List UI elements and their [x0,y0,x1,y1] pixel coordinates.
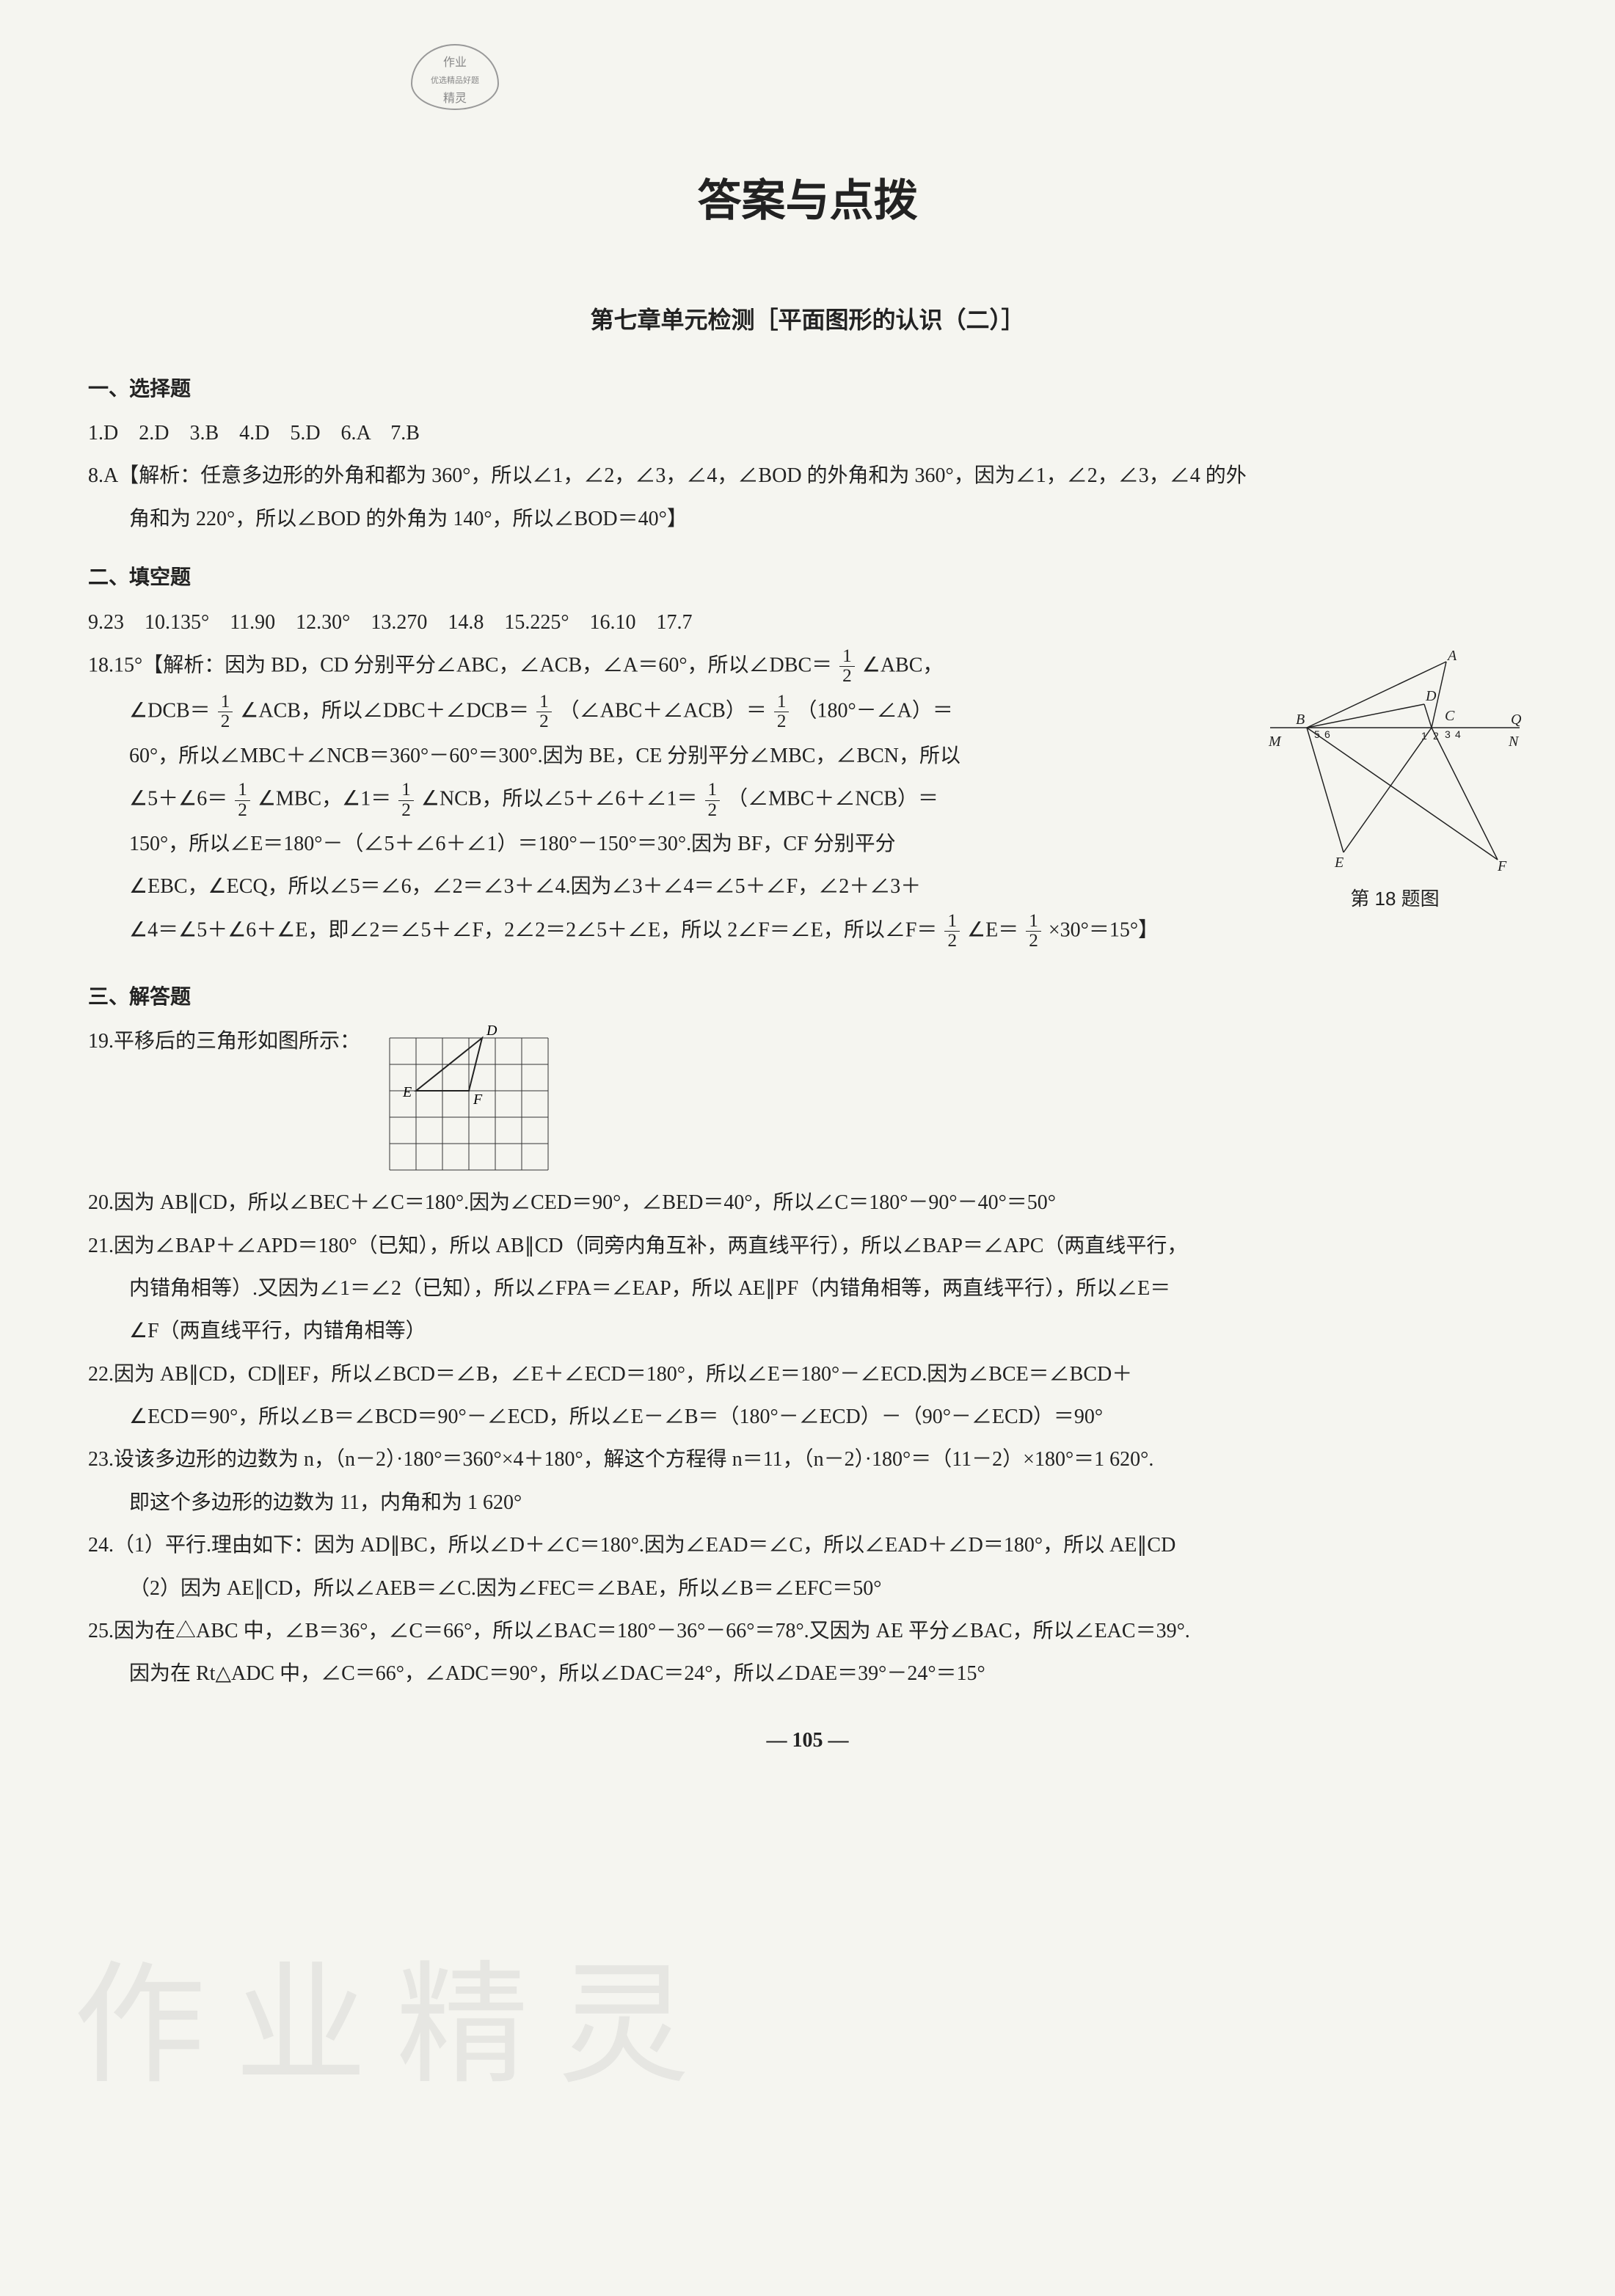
svg-text:N: N [1508,734,1520,750]
q25-l2: 因为在 Rt△ADC 中，∠C＝66°，∠ADC＝90°，所以∠DAC＝24°，… [88,1656,1527,1692]
fraction-icon: 12 [398,780,414,820]
q21-l3: ∠F（两直线平行，内错角相等） [88,1313,1527,1350]
q25-l1: 25.因为在△ABC 中，∠B＝36°，∠C＝66°，所以∠BAC＝180°－3… [88,1613,1527,1650]
q23-l2: 即这个多边形的边数为 11，内角和为 1 620° [88,1485,1527,1521]
fraction-icon: 12 [218,692,233,732]
q18-diagram-svg: A D B C Q M N E F 5 6 1 2 3 4 [1263,647,1527,874]
svg-text:1: 1 [1421,730,1427,742]
svg-text:6: 6 [1324,728,1330,740]
fraction-icon: 12 [839,647,855,687]
svg-text:E: E [402,1084,412,1100]
q21-l2: 内错角相等）.又因为∠1＝∠2（已知），所以∠FPA＝∠EAP，所以 AE∥PF… [88,1271,1527,1307]
q22-l2: ∠ECD＝90°，所以∠B＝∠BCD＝90°－∠ECD，所以∠E－∠B＝（180… [88,1399,1527,1436]
svg-text:D: D [486,1023,497,1039]
q18-l7: ∠4＝∠5＋∠6＋∠E，即∠2＝∠5＋∠F，2∠2＝2∠5＋∠E，所以 2∠F＝… [88,912,1241,951]
q23-l1: 23.设该多边形的边数为 n，（n－2）·180°＝360°×4＋180°，解这… [88,1441,1527,1478]
q18-caption: 第 18 题图 [1263,882,1527,916]
fill-answers: 9.23 10.135° 11.90 12.30° 13.270 14.8 15… [88,604,1527,641]
svg-text:D: D [1425,688,1437,704]
fraction-icon: 12 [944,912,960,951]
q18-figure: A D B C Q M N E F 5 6 1 2 3 4 第 18 题图 [1263,647,1527,916]
svg-text:A: A [1446,648,1457,664]
main-title: 答案与点拨 [88,161,1527,241]
section-heading-mc: 一、选择题 [88,371,1527,408]
q18-l3: 60°，所以∠MBC＋∠NCB＝360°－60°＝300°.因为 BE，CE 分… [88,738,1241,775]
stamp-line: 优选精品好题 [412,74,497,89]
q22-l1: 22.因为 AB∥CD，CD∥EF，所以∠BCD＝∠B，∠E＋∠ECD＝180°… [88,1356,1527,1393]
svg-text:E: E [1334,855,1344,871]
q19-grid-svg: D E F [375,1023,566,1185]
watermark-text: 作业精灵 [73,1907,719,2145]
q8-line1: 8.A【解析：任意多边形的外角和都为 360°，所以∠1，∠2，∠3，∠4，∠B… [88,458,1527,494]
fraction-icon: 12 [536,692,552,732]
stamp-line: 作业 [412,53,497,74]
q24-l1: 24.（1）平行.理由如下：因为 AD∥BC，所以∠D＋∠C＝180°.因为∠E… [88,1527,1527,1564]
q18-l2: ∠DCB＝ 12 ∠ACB，所以∠DBC＋∠DCB＝ 12 （∠ABC＋∠ACB… [88,692,1241,732]
q18-l1: 18.15°【解析：因为 BD，CD 分别平分∠ABC，∠ACB，∠A＝60°，… [88,647,1241,687]
svg-text:F: F [473,1092,483,1108]
svg-text:M: M [1268,734,1282,750]
q21-l1: 21.因为∠BAP＋∠APD＝180°（已知），所以 AB∥CD（同旁内角互补，… [88,1228,1527,1265]
stamp-line: 精灵 [412,89,497,110]
q18-l5: 150°，所以∠E＝180°－（∠5＋∠6＋∠1）＝180°－150°＝30°.… [88,826,1241,863]
page-number: — 105 — [88,1722,1527,1759]
q18-l4: ∠5＋∠6＝ 12 ∠MBC，∠1＝ 12 ∠NCB，所以∠5＋∠6＋∠1＝ 1… [88,780,1241,820]
fraction-icon: 12 [774,692,790,732]
section-heading-solve: 三、解答题 [88,979,1527,1016]
svg-text:2: 2 [1433,730,1439,742]
fraction-icon: 12 [1026,912,1041,951]
svg-text:Q: Q [1511,712,1522,728]
chapter-subtitle: 第七章单元检测［平面图形的认识（二）］ [88,299,1527,342]
svg-text:3: 3 [1445,728,1451,740]
q20: 20.因为 AB∥CD，所以∠BEC＋∠C＝180°.因为∠CED＝90°，∠B… [88,1185,1527,1221]
mc-answers: 1.D 2.D 3.B 4.D 5.D 6.A 7.B [88,415,1527,452]
svg-text:4: 4 [1455,728,1461,740]
q19-text: 19.平移后的三角形如图所示： [88,1023,360,1060]
fraction-icon: 12 [235,780,250,820]
q18-l6: ∠EBC，∠ECQ，所以∠5＝∠6，∠2＝∠3＋∠4.因为∠3＋∠4＝∠5＋∠F… [88,869,1241,905]
svg-text:5: 5 [1314,728,1320,740]
q24-l2: （2）因为 AE∥CD，所以∠AEB＝∠C.因为∠FEC＝∠BAE，所以∠B＝∠… [88,1571,1527,1607]
section-heading-fill: 二、填空题 [88,560,1527,596]
stamp-badge: 作业 优选精品好题 精灵 [411,44,499,110]
svg-text:F: F [1497,858,1507,874]
fraction-icon: 12 [705,780,721,820]
svg-text:C: C [1445,708,1455,724]
svg-text:B: B [1296,712,1305,728]
q8-line2: 角和为 220°，所以∠BOD 的外角为 140°，所以∠BOD＝40°】 [88,501,1527,538]
q18-text-block: 18.15°【解析：因为 BD，CD 分别平分∠ABC，∠ACB，∠A＝60°，… [88,647,1241,957]
